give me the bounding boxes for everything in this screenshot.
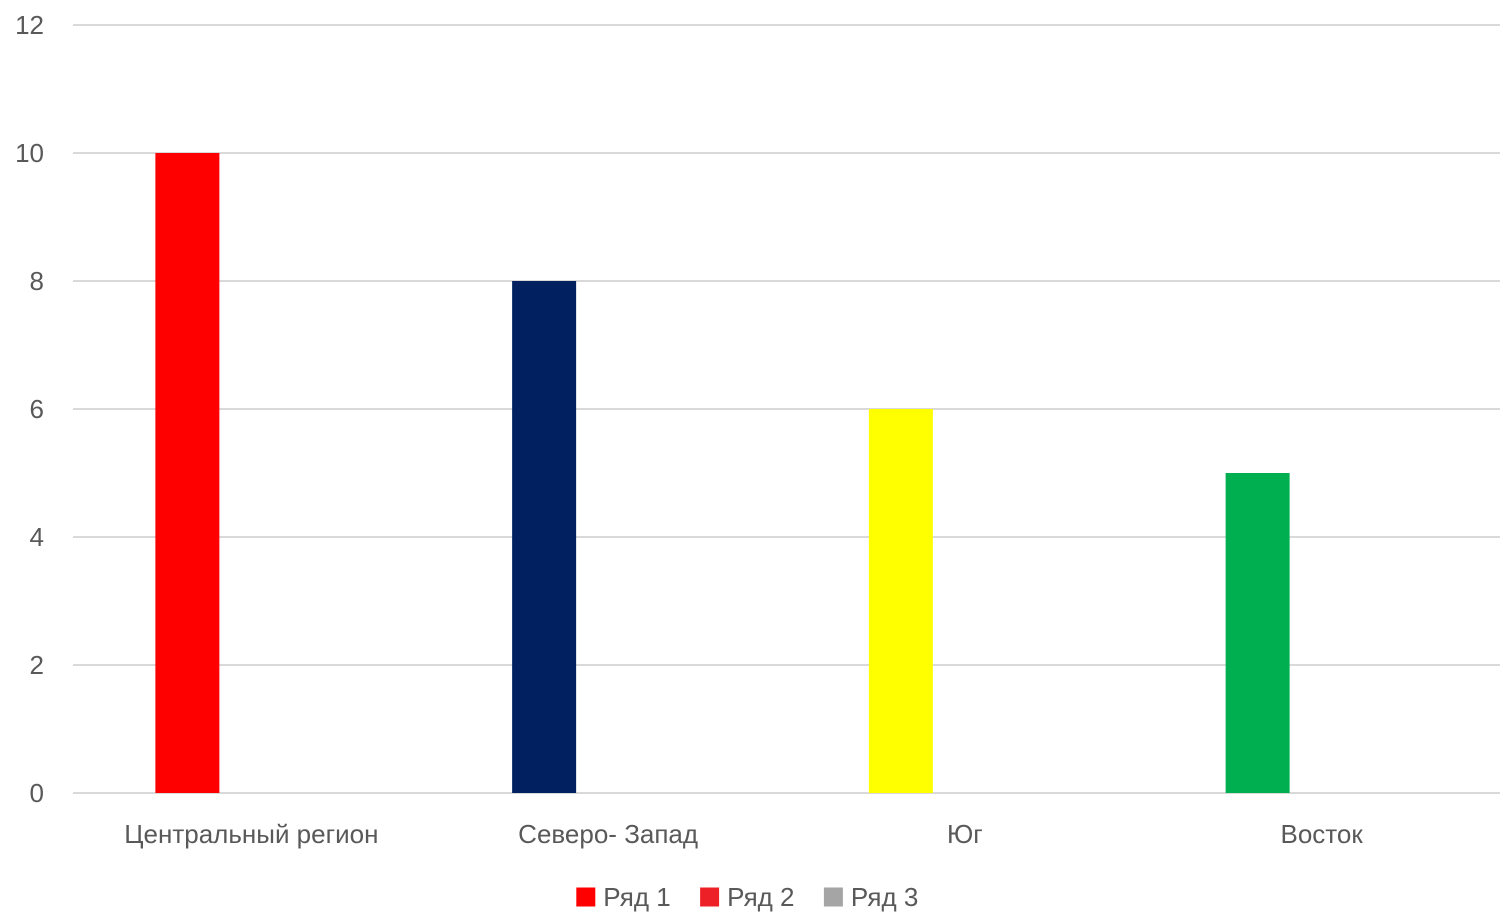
y-tick-label: 2 xyxy=(30,650,44,680)
y-axis-ticks: 0 2 4 6 8 10 12 xyxy=(15,10,44,808)
legend-swatch xyxy=(823,887,843,907)
legend-label: Ряд 3 xyxy=(851,882,918,912)
legend: Ряд 1 Ряд 2 Ряд 3 xyxy=(576,882,918,912)
y-tick-label: 6 xyxy=(30,394,44,424)
bar-1-4 xyxy=(1225,473,1290,793)
legend-item: Ряд 2 xyxy=(700,882,795,912)
y-tick-label: 12 xyxy=(15,10,44,40)
legend-swatch xyxy=(700,887,720,907)
x-category-label: Центральный регион xyxy=(124,819,378,849)
x-category-label: Юг xyxy=(947,819,983,849)
bars xyxy=(155,153,1290,793)
y-tick-label: 4 xyxy=(30,522,44,552)
legend-item: Ряд 3 xyxy=(823,882,918,912)
gridlines xyxy=(73,24,1500,794)
legend-label: Ряд 1 xyxy=(603,882,670,912)
y-tick-label: 10 xyxy=(15,138,44,168)
x-category-label: Северо- Запад xyxy=(518,819,698,849)
bar-1-2 xyxy=(512,281,577,793)
bar-1-3 xyxy=(868,409,933,793)
y-tick-label: 8 xyxy=(30,266,44,296)
legend-label: Ряд 2 xyxy=(727,882,794,912)
legend-swatch xyxy=(576,887,596,907)
y-tick-label: 0 xyxy=(30,778,44,808)
x-category-label: Восток xyxy=(1280,819,1363,849)
legend-item: Ряд 1 xyxy=(576,882,671,912)
bar-1-1 xyxy=(155,153,220,793)
x-axis-categories: Центральный регион Северо- Запад Юг Восток xyxy=(124,819,1363,849)
